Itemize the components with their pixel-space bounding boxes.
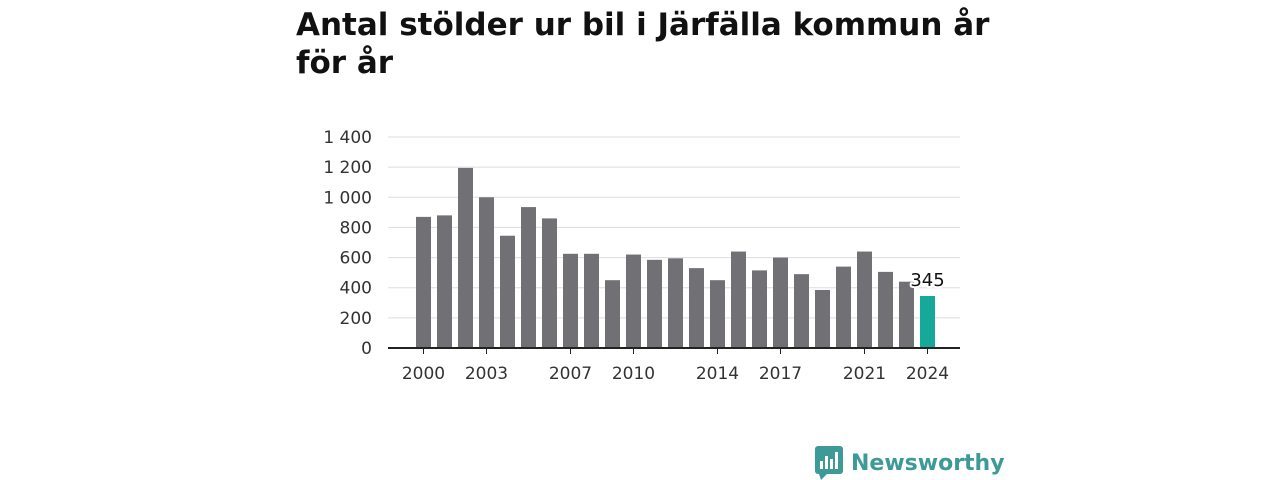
bar xyxy=(836,266,851,348)
bar xyxy=(689,268,704,348)
bar xyxy=(500,235,515,348)
x-tick-label: 2024 xyxy=(906,364,949,384)
y-tick-label: 1 400 xyxy=(323,128,372,148)
brand-name: Newsworthy xyxy=(851,450,1005,476)
bar xyxy=(458,167,473,348)
bar xyxy=(857,251,872,348)
bar xyxy=(920,296,935,348)
bar xyxy=(437,215,452,348)
chart-title: Antal stölder ur bil i Järfälla kommun å… xyxy=(296,7,990,81)
bar xyxy=(668,258,683,348)
bar xyxy=(563,253,578,348)
x-tick-label: 2017 xyxy=(759,364,802,384)
bar xyxy=(710,280,725,348)
bar xyxy=(647,259,662,348)
bar xyxy=(815,289,830,348)
bar xyxy=(542,218,557,348)
x-tick-label: 2010 xyxy=(612,364,655,384)
y-tick-label: 600 xyxy=(340,249,372,269)
newsworthy-logo: Newsworthy xyxy=(815,446,1005,480)
bar xyxy=(794,274,809,348)
y-tick-label: 200 xyxy=(340,309,372,329)
bar xyxy=(899,281,914,348)
bar xyxy=(878,271,893,348)
x-tick-label: 2014 xyxy=(696,364,739,384)
y-tick-label: 400 xyxy=(340,279,372,299)
bars xyxy=(416,167,935,348)
bar xyxy=(626,254,641,348)
y-tick-label: 1 200 xyxy=(323,158,372,178)
bar xyxy=(773,257,788,348)
y-tick-label: 800 xyxy=(340,218,372,238)
data-label: 345 xyxy=(910,270,944,291)
bar xyxy=(479,197,494,348)
bar xyxy=(752,270,767,348)
bar xyxy=(584,253,599,348)
x-axis-ticks: 2000 2003 2007 2010 2014 2017 2021 2024 xyxy=(402,348,949,384)
bar xyxy=(521,207,536,348)
annotations: 345 xyxy=(908,268,946,293)
newsworthy-icon xyxy=(815,446,843,480)
x-tick-label: 2003 xyxy=(465,364,508,384)
y-tick-label: 0 xyxy=(361,339,372,359)
x-tick-label: 2021 xyxy=(843,364,886,384)
y-tick-label: 1 000 xyxy=(323,188,372,208)
x-tick-label: 2007 xyxy=(549,364,592,384)
bar xyxy=(416,216,431,348)
y-axis-ticks: 0 200 400 600 800 1 000 1 200 1 400 xyxy=(323,128,372,359)
bar xyxy=(731,251,746,348)
bar xyxy=(605,280,620,348)
x-tick-label: 2000 xyxy=(402,364,445,384)
